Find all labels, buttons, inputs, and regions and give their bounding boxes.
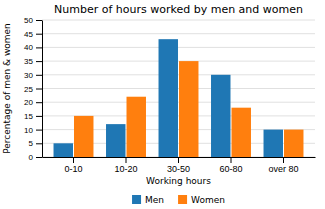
y-tick: 40 [24,43,42,52]
y-tick: 10 [24,126,42,135]
bar [159,39,178,157]
y-tick-mark [36,75,42,76]
x-tick-mark [73,157,74,163]
legend-item: Women [178,195,225,205]
legend: Men Women [132,195,225,205]
legend-item: Men [132,195,164,205]
y-tick-label: 25 [24,85,33,94]
grid-line [42,33,315,34]
legend-label: Women [191,195,225,205]
legend-swatch [178,195,187,204]
x-tick-mark [283,157,284,163]
y-tick-label: 50 [24,16,33,25]
y-axis-title: Percentage of men & women [2,23,12,154]
y-tick-mark [36,34,42,35]
legend-label: Men [145,195,164,205]
y-tick-mark [36,20,42,21]
bar [211,75,230,157]
grid-line [42,102,315,103]
y-tick-label: 15 [24,112,33,121]
plot: 0-10 10-20 30-50 60-80 over 80 0 5 10 15 20 25 30 35… [24,16,315,174]
bar [127,97,146,157]
y-tick-mark [36,102,42,103]
x-tick-label: 10-20 [114,164,137,174]
y-tick-label: 35 [24,57,33,66]
grid-line [42,88,315,89]
y-tick-label: 10 [24,126,33,135]
x-tick-label: 30-50 [167,164,190,174]
bar [179,61,198,157]
y-tick-mark [36,61,42,62]
x-tick-mark [178,157,179,163]
y-tick: 50 [24,16,42,25]
y-tick-label: 40 [24,43,33,52]
y-tick: 5 [29,139,42,148]
bar [74,116,93,157]
x-tick: over 80 [268,157,298,174]
bar-series [74,61,303,157]
chart: 0-10 10-20 30-50 60-80 over 80 0 5 10 15 20 25 30 35… [0,0,325,209]
y-tick: 15 [24,112,42,121]
y-tick: 0 [29,153,42,162]
x-tick-mark [231,157,232,163]
y-tick: 20 [24,98,42,107]
grid [42,20,315,157]
y-axis-line [42,21,43,158]
y-tick-label: 20 [24,98,33,107]
bar [106,124,125,157]
bar [284,130,303,157]
y-tick-mark [36,130,42,131]
bar [264,130,283,157]
y-tick-label: 30 [24,71,33,80]
y-tick-mark [36,116,42,117]
y-tick: 45 [24,30,42,39]
y-axis: 0 5 10 15 20 25 30 35 40 45 50 [24,16,42,162]
x-tick-label: over 80 [268,164,298,174]
y-tick: 25 [24,85,42,94]
bar [54,143,73,157]
legend-swatch [132,195,141,204]
grid-line [42,20,315,21]
y-tick: 30 [24,71,42,80]
x-tick-label: 60-80 [219,164,242,174]
x-tick: 30-50 [167,157,190,174]
x-tick: 0-10 [64,157,82,174]
bar-series [54,39,283,157]
title: Number of hours worked by men and women [54,3,303,16]
y-tick-mark [36,47,42,48]
x-axis: 0-10 10-20 30-50 60-80 over 80 [43,157,316,174]
x-tick: 60-80 [219,157,242,174]
y-tick-mark [36,143,42,144]
x-tick: 10-20 [114,157,137,174]
x-tick-mark [126,157,127,163]
x-tick-label: 0-10 [64,164,82,174]
y-tick-label: 45 [24,30,33,39]
grid-line [42,47,315,48]
x-axis-title: Working hours [146,176,211,186]
bar [232,108,251,157]
y-tick-label: 5 [29,139,34,148]
grid-line [42,61,315,62]
y-tick-mark [36,157,42,158]
bars [54,39,304,157]
y-tick: 35 [24,57,42,66]
y-tick-mark [36,89,42,90]
grid-line [42,74,315,75]
y-tick-label: 0 [29,153,34,162]
